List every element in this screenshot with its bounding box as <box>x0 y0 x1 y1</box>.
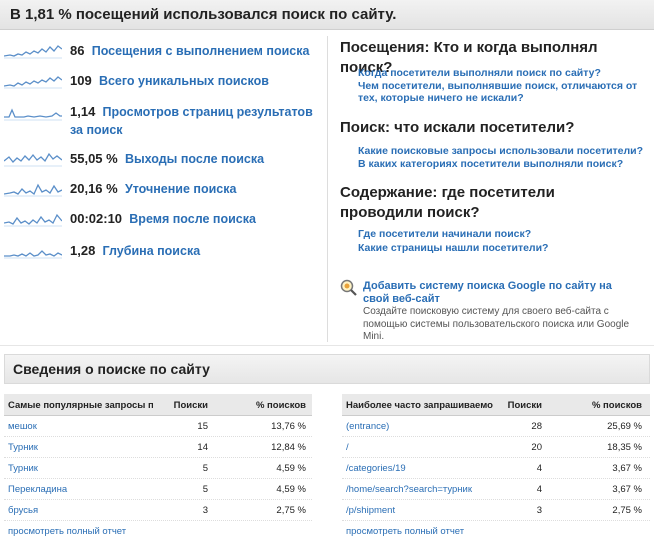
column-header[interactable]: Самые популярные запросы пр <box>8 400 153 411</box>
question-link[interactable]: Когда посетители выполняли поиск по сайт… <box>358 67 601 79</box>
view-full-report-link[interactable]: просмотреть полный отчет <box>8 526 127 537</box>
metric-label[interactable]: Уточнение поиска <box>124 182 237 196</box>
searches-percent: 12,84 % <box>271 442 306 453</box>
searches-count: 20 <box>531 442 542 453</box>
searches-count: 4 <box>536 463 542 474</box>
page-link[interactable]: / <box>346 442 349 453</box>
column-header[interactable]: Поиски <box>173 400 208 411</box>
metric-search-exits[interactable]: 55,05 % Выходы после поиска <box>4 148 324 170</box>
metric-value: 20,16 % <box>70 181 118 196</box>
query-link[interactable]: Турник <box>8 442 38 453</box>
table-row[interactable]: / 20 18,35 % <box>342 437 650 458</box>
metric-label[interactable]: Просмотров страниц результатов за поиск <box>70 105 313 137</box>
searches-percent: 3,67 % <box>612 484 642 495</box>
summary-header: В 1,81 % посещений использовался поиск п… <box>0 0 654 30</box>
searches-percent: 3,67 % <box>612 463 642 474</box>
add-google-search-link[interactable]: Добавить систему поиска Google по сайту … <box>363 280 612 305</box>
table-row[interactable]: Турник 14 12,84 % <box>4 437 312 458</box>
query-link[interactable]: Турник <box>8 463 38 474</box>
table-header: Наиболее часто запрашиваемо Поиски % пои… <box>342 394 650 416</box>
metric-label[interactable]: Глубина поиска <box>102 244 201 258</box>
metric-label[interactable]: Посещения с выполнением поиска <box>91 44 310 58</box>
table-row[interactable]: (entrance) 28 25,69 % <box>342 416 650 437</box>
metric-visits-with-search[interactable]: 86 Посещения с выполнением поиска <box>4 40 324 62</box>
table-row[interactable]: мешок 15 13,76 % <box>4 416 312 437</box>
section-title: Сведения о поиске по сайту <box>13 361 210 377</box>
searches-count: 5 <box>202 484 208 495</box>
sparkline-icon <box>4 183 62 197</box>
searches-count: 5 <box>202 463 208 474</box>
sparkline-icon <box>4 250 62 259</box>
metric-value: 86 <box>70 43 85 58</box>
magnifier-icon <box>340 279 357 296</box>
question-heading-visits: Посещения: Кто и когда выполнял поиск? <box>340 39 598 76</box>
sparkline-icon <box>4 45 62 59</box>
column-header[interactable]: Поиски <box>507 400 542 411</box>
table-row[interactable]: /categories/19 4 3,67 % <box>342 458 650 479</box>
column-header[interactable]: % поисков <box>255 400 306 411</box>
view-full-report-link[interactable]: просмотреть полный отчет <box>346 526 465 537</box>
searches-percent: 18,35 % <box>607 442 642 453</box>
metric-value: 1,28 <box>70 243 96 258</box>
question-link[interactable]: Чем посетители, выполнявшие поиск, отлич… <box>358 80 638 104</box>
promo-description: Создайте поисковую систему для своего ве… <box>363 306 630 342</box>
page-link[interactable]: /p/shipment <box>346 505 396 516</box>
metric-value: 00:02:10 <box>70 211 123 226</box>
query-link[interactable]: брусья <box>8 505 39 516</box>
searches-percent: 13,76 % <box>271 421 306 432</box>
question-link[interactable]: Где посетители начинали поиск? <box>358 228 532 240</box>
searches-count: 15 <box>197 421 208 432</box>
question-link[interactable]: В каких категориях посетители выполняли … <box>358 158 624 170</box>
metric-search-refinements[interactable]: 20,16 % Уточнение поиска <box>4 178 324 200</box>
question-heading-content: Содержание: где посетители проводили пои… <box>340 184 555 221</box>
column-header[interactable]: Наиболее часто запрашиваемо <box>346 400 493 411</box>
page-link[interactable]: (entrance) <box>346 421 390 432</box>
summary-title: В 1,81 % посещений использовался поиск п… <box>10 6 397 23</box>
page-link[interactable]: /home/search?search=турник <box>346 484 472 495</box>
sparkline-icon <box>4 108 62 121</box>
table-row[interactable]: брусья 3 2,75 % <box>4 500 312 521</box>
metric-time-after-search[interactable]: 00:02:10 Время после поиска <box>4 208 324 230</box>
metric-value: 55,05 % <box>70 151 118 166</box>
metric-label[interactable]: Выходы после поиска <box>124 152 265 166</box>
table-row[interactable]: Перекладина 5 4,59 % <box>4 479 312 500</box>
column-divider <box>327 36 328 342</box>
searches-count: 3 <box>202 505 208 516</box>
question-link[interactable]: Какие поисковые запросы использовали пос… <box>358 145 644 157</box>
query-link[interactable]: Перекладина <box>8 484 68 495</box>
searches-count: 14 <box>197 442 208 453</box>
searches-count: 4 <box>536 484 542 495</box>
searches-percent: 4,59 % <box>276 484 306 495</box>
searches-percent: 2,75 % <box>276 505 306 516</box>
metric-result-pageviews[interactable]: 1,14 Просмотров страниц результатов за п… <box>4 102 324 140</box>
divider <box>0 345 654 346</box>
site-search-details-header: Сведения о поиске по сайту <box>4 354 650 384</box>
column-header[interactable]: % поисков <box>591 400 642 411</box>
query-link[interactable]: мешок <box>8 421 37 432</box>
table-row[interactable]: Турник 5 4,59 % <box>4 458 312 479</box>
metric-search-depth[interactable]: 1,28 Глубина поиска <box>4 240 324 262</box>
metric-label[interactable]: Время после поиска <box>129 212 256 226</box>
searches-percent: 25,69 % <box>607 421 642 432</box>
sparkline-icon <box>4 76 62 89</box>
page-link[interactable]: /categories/19 <box>346 463 406 474</box>
metric-unique-searches[interactable]: 109 Всего уникальных поисков <box>4 70 324 92</box>
question-link[interactable]: Какие страницы нашли посетители? <box>358 242 549 254</box>
searches-percent: 2,75 % <box>612 505 642 516</box>
sparkline-icon <box>4 152 62 167</box>
searches-count: 28 <box>531 421 542 432</box>
table-row[interactable]: /p/shipment 3 2,75 % <box>342 500 650 521</box>
table-row[interactable]: /home/search?search=турник 4 3,67 % <box>342 479 650 500</box>
metric-label[interactable]: Всего уникальных поисков <box>98 74 269 88</box>
searches-percent: 4,59 % <box>276 463 306 474</box>
sparkline-icon <box>4 213 62 227</box>
searches-count: 3 <box>536 505 542 516</box>
table-header: Самые популярные запросы пр Поиски % пои… <box>4 394 312 416</box>
metric-value: 109 <box>70 73 92 88</box>
question-heading-search: Поиск: что искали посетители? <box>340 119 575 136</box>
metric-value: 1,14 <box>70 104 96 119</box>
